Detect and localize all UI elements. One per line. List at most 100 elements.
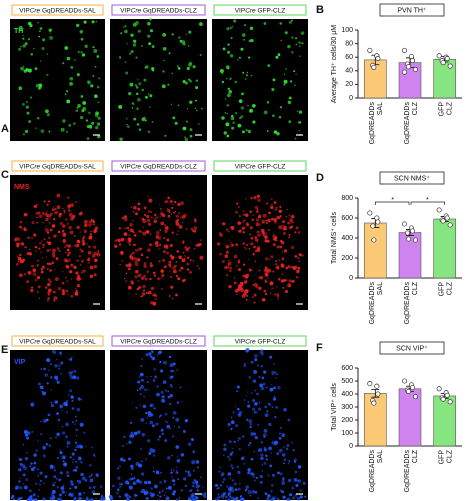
cell: [45, 228, 49, 232]
cell: [238, 56, 241, 59]
cell: [282, 224, 284, 227]
cell: [47, 413, 51, 417]
cell: [19, 253, 22, 257]
data-point: [405, 64, 412, 70]
cell: [172, 479, 176, 483]
cell: [296, 496, 299, 499]
cell: [266, 410, 269, 413]
cell: [55, 297, 58, 299]
cell: [195, 244, 199, 247]
data-point: [440, 396, 446, 402]
data-point: [409, 384, 416, 391]
cell: [242, 263, 246, 266]
cell: [56, 380, 60, 384]
cell: [273, 237, 277, 241]
cell: [118, 56, 122, 59]
cell: [75, 109, 79, 112]
cell: [177, 230, 179, 232]
cell: [123, 232, 128, 236]
cell: [74, 59, 76, 61]
cell: [151, 424, 155, 428]
cell: [225, 228, 229, 232]
cell: [72, 421, 74, 424]
cell: [18, 458, 20, 460]
cell: [42, 243, 46, 247]
cell: [290, 225, 294, 229]
cell: [73, 122, 76, 125]
x-tick-label: GqDREADDs: [404, 282, 411, 325]
cell: [182, 42, 186, 46]
label-prefix: VIP: [19, 7, 29, 14]
cell: [230, 225, 235, 230]
cell: [149, 403, 154, 408]
cell: [246, 71, 249, 74]
cell: [46, 262, 50, 265]
cell: [249, 210, 253, 214]
cell: [159, 495, 162, 498]
cell: [276, 245, 280, 249]
cell: [87, 251, 92, 255]
cell: [161, 84, 166, 89]
cell: [156, 354, 159, 356]
y-axis-label: Total NMS⁺ cells: [331, 212, 338, 264]
cell: [291, 279, 295, 283]
cell: [49, 35, 53, 40]
cell: [269, 387, 274, 392]
cell: [175, 466, 177, 468]
cell: [177, 277, 181, 281]
cell: [200, 476, 202, 478]
cell: [197, 482, 199, 484]
cell: [233, 19, 237, 23]
cell: [41, 46, 45, 51]
cell: [126, 118, 128, 120]
cell: [147, 210, 151, 213]
cell: [259, 474, 263, 479]
cell: [201, 486, 204, 489]
panel-letter: A: [1, 123, 9, 135]
cell: [41, 240, 43, 242]
cell: [251, 392, 253, 394]
cell: [62, 271, 64, 273]
cell: [79, 460, 83, 464]
cell: [226, 27, 230, 31]
cell: [269, 355, 273, 359]
cell: [253, 245, 256, 249]
cell: [174, 201, 177, 204]
cell: [252, 475, 255, 479]
cell: [136, 107, 139, 111]
cell: [227, 494, 230, 496]
cell: [55, 436, 57, 439]
cell: [193, 226, 198, 230]
cell: [79, 30, 84, 34]
cell: [73, 235, 76, 237]
cell: [170, 213, 173, 215]
cell: [253, 301, 256, 304]
cell: [27, 21, 32, 26]
cell: [178, 496, 181, 499]
cell: [59, 221, 64, 226]
cell: [133, 431, 138, 436]
cell: [170, 276, 172, 278]
cell: [230, 241, 232, 244]
cell: [81, 269, 86, 274]
cell: [118, 104, 123, 109]
data-point: [440, 218, 446, 224]
cell: [82, 101, 87, 105]
cell: [47, 283, 51, 287]
cell: [93, 229, 97, 234]
cell: [69, 358, 73, 361]
cell: [168, 263, 172, 267]
cell: [157, 351, 162, 355]
cell: [46, 231, 50, 234]
cell: [281, 228, 284, 230]
cell: [170, 468, 173, 471]
cell: [271, 371, 276, 375]
cell: [36, 291, 39, 293]
cell: [248, 444, 251, 447]
cell: [75, 201, 77, 203]
cell: [187, 472, 192, 477]
cell: [164, 412, 168, 416]
cell: [278, 225, 283, 230]
cell: [55, 257, 59, 261]
cell: [264, 280, 268, 283]
